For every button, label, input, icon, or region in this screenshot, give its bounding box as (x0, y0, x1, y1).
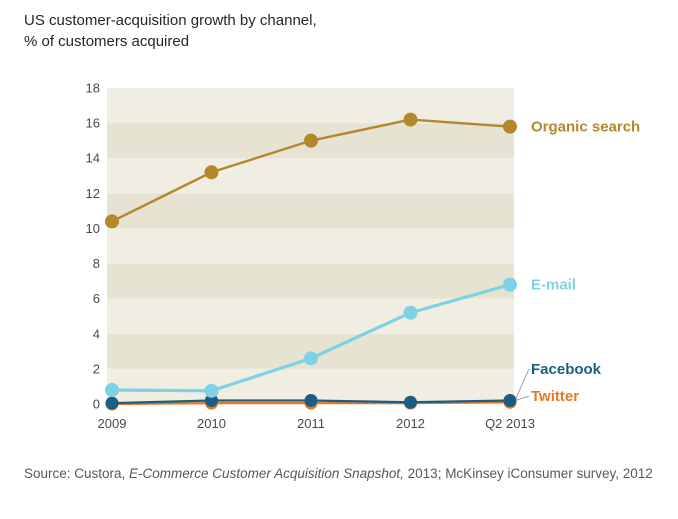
y-tick-label: 2 (93, 361, 100, 376)
y-tick-label: 4 (93, 326, 100, 341)
data-point-organic-search (503, 119, 517, 134)
plot-band (107, 193, 514, 229)
series-label-e-mail: E-mail (531, 277, 576, 294)
data-point-facebook (304, 393, 318, 407)
data-point-e-mail (304, 351, 318, 366)
plot-band (107, 88, 514, 124)
data-point-organic-search (105, 214, 119, 229)
y-tick-label: 14 (86, 151, 100, 166)
chart-title: US customer-acquisition growth by channe… (24, 10, 317, 52)
data-point-facebook (503, 393, 517, 407)
data-point-facebook (205, 393, 218, 407)
x-tick-label: 2012 (396, 416, 425, 431)
x-tick-label: 2011 (297, 416, 325, 431)
data-point-e-mail (204, 383, 219, 398)
series-label-twitter: Twitter (531, 388, 579, 405)
series-label-facebook: Facebook (531, 361, 602, 378)
data-point-facebook (105, 396, 119, 410)
line-chart: 0 2 4 6 8 10 12 14 16 18 2009 2010 2011 2012 Q2 2013 Or… (86, 81, 641, 432)
data-point-facebook (404, 395, 417, 409)
source-italic-title: E-Commerce Customer Acquisition Snapshot… (129, 466, 404, 481)
x-tick-label: 2009 (98, 416, 127, 431)
plot-band (107, 158, 514, 194)
x-tick-label: Q2 2013 (485, 416, 535, 431)
y-tick-label: 12 (86, 186, 100, 201)
source-suffix: 2013; McKinsey iConsumer survey, 2012 (403, 466, 653, 481)
data-point-e-mail (105, 382, 119, 397)
leader-line-twitter (515, 395, 530, 401)
y-tick-label: 0 (93, 397, 100, 412)
y-tick-label: 8 (93, 256, 100, 271)
data-point-e-mail (403, 305, 418, 320)
data-point-e-mail (503, 277, 517, 292)
y-tick-label: 18 (86, 81, 100, 96)
y-tick-label: 16 (86, 116, 100, 131)
plot-band (107, 263, 514, 299)
source-prefix: Source: Custora, (24, 466, 130, 481)
chart-title-line2: % of customers acquired (24, 33, 190, 50)
y-tick-label: 6 (93, 291, 100, 306)
data-point-organic-search (304, 133, 318, 148)
leader-line-facebook (515, 368, 530, 399)
data-point-organic-search (403, 112, 418, 127)
data-point-organic-search (204, 165, 219, 180)
plot-band (107, 298, 514, 334)
y-tick-label: 10 (86, 221, 100, 236)
x-tick-label: 2010 (197, 416, 226, 431)
source-note: Source: Custora, E-Commerce Customer Acq… (24, 464, 662, 484)
chart-title-line1: US customer-acquisition growth by channe… (24, 12, 317, 29)
plot-band (107, 228, 514, 264)
series-label-organic-search: Organic search (531, 119, 640, 136)
